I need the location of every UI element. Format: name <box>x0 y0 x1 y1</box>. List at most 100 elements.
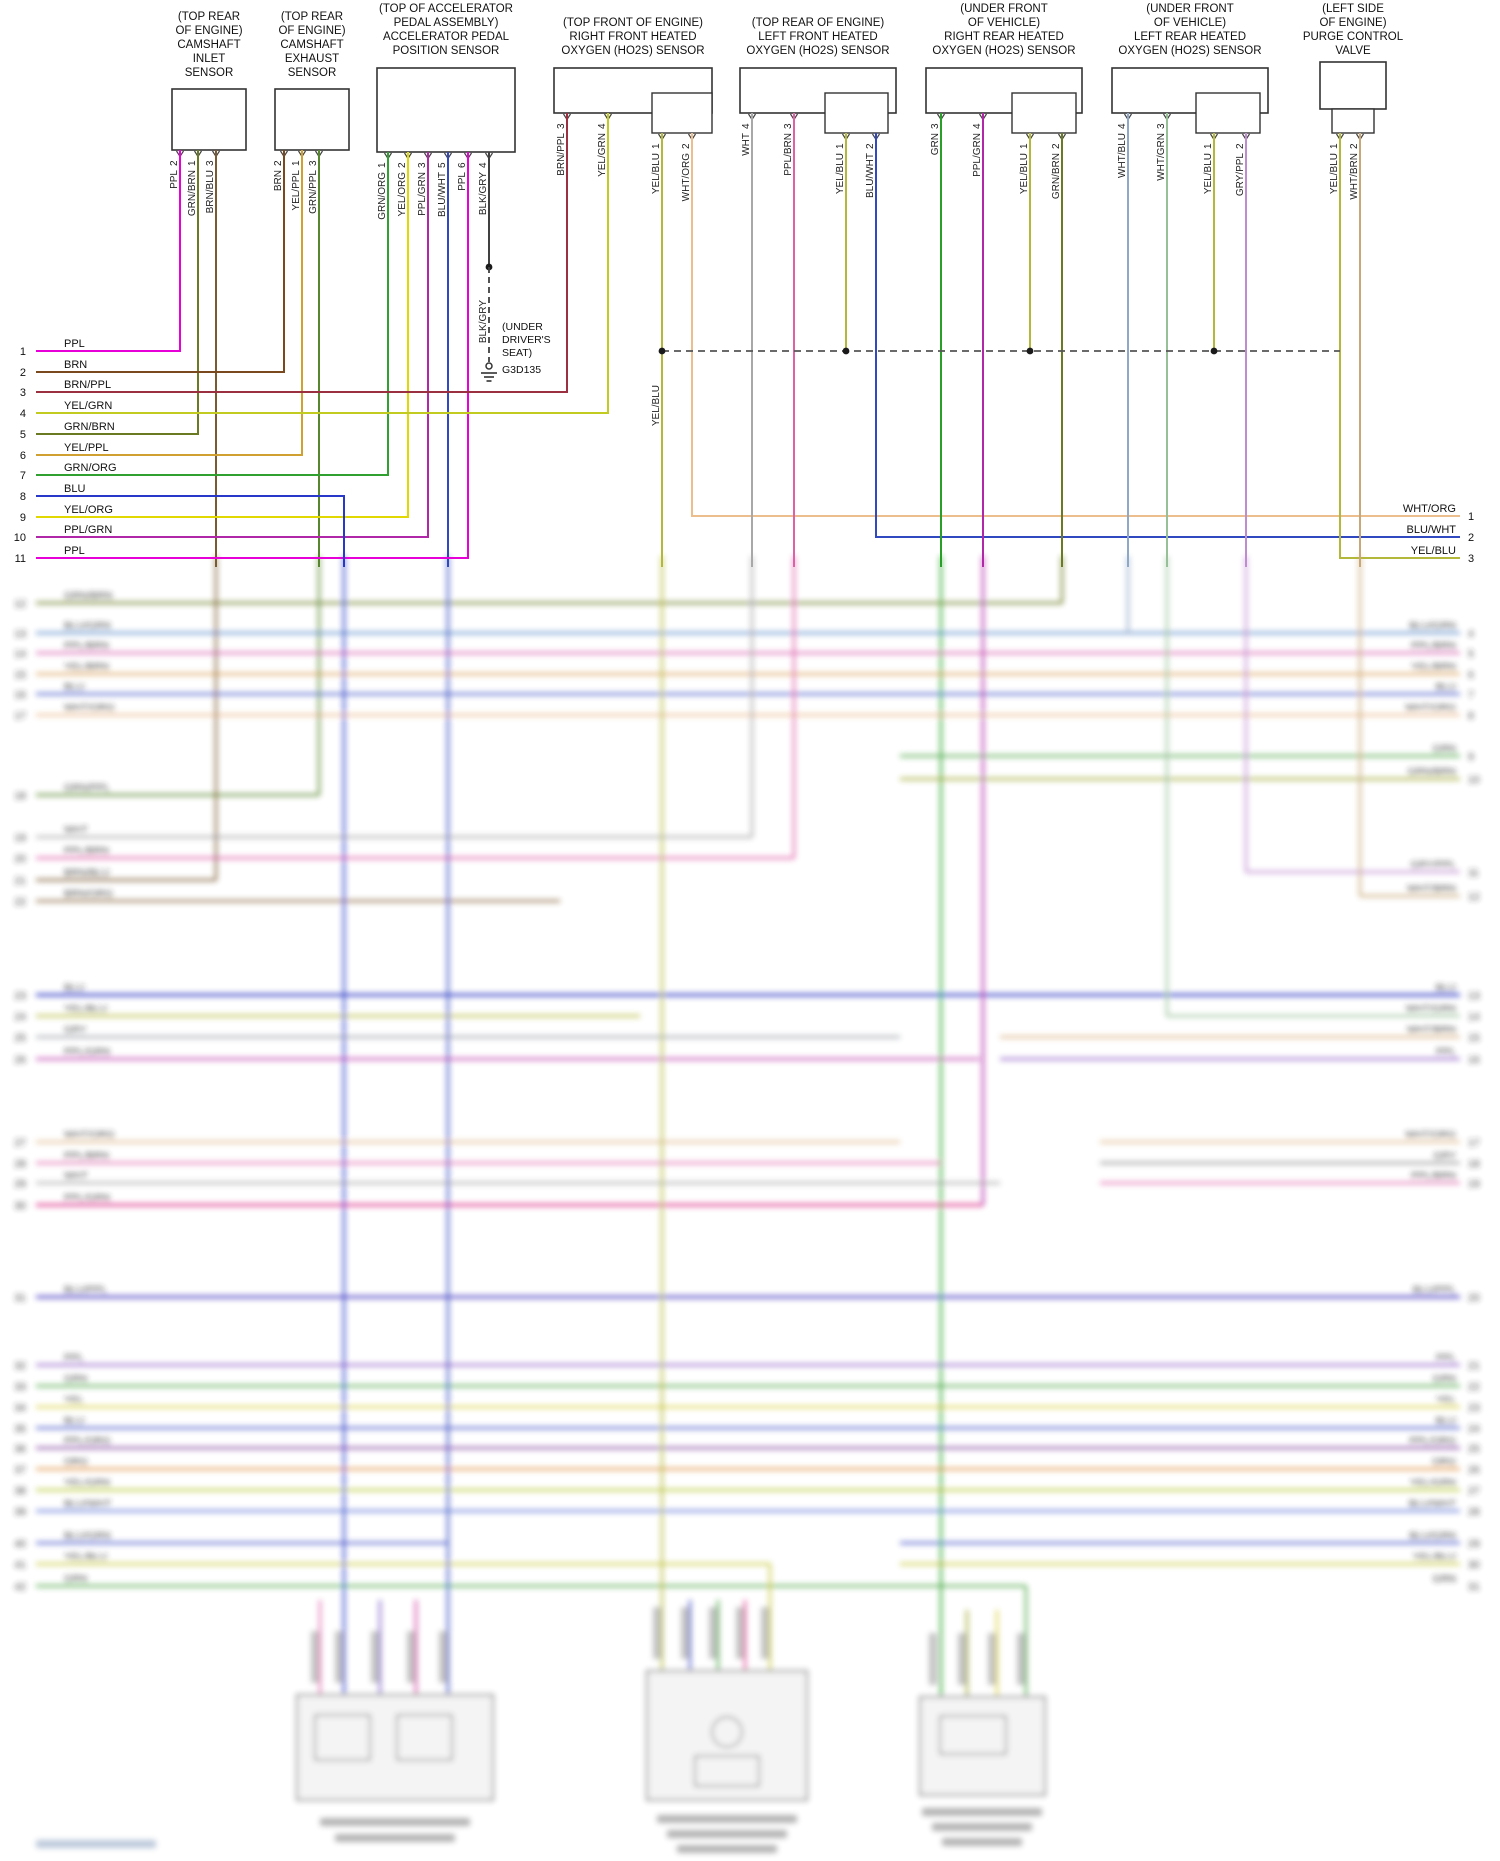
blur-connector <box>919 1696 1046 1796</box>
left-row-label: BRN <box>64 359 87 371</box>
svg-text:PPL/BRN: PPL/BRN <box>1411 1170 1456 1182</box>
left-row-label: GRN/ORG <box>64 462 117 474</box>
svg-text:WHT/ORG: WHT/ORG <box>64 702 115 714</box>
blurred-lower-region: GRN/BRN 12 BLU/GRN 13 PPL/BRN 14 YEL/BRN 15 BLU 1… <box>14 556 1480 1853</box>
svg-text:WHT/ORG: WHT/ORG <box>64 1129 115 1141</box>
component-left-rear-ho2s-sensor: (UNDER FRONT OF VEHICLE) LEFT REAR HEATED O… <box>1111 3 1269 196</box>
svg-text:WHT/BRN: WHT/BRN <box>1407 883 1456 895</box>
svg-text:14: 14 <box>1468 1011 1480 1023</box>
svg-text:11: 11 <box>1468 867 1479 879</box>
component-title-line: CAMSHAFT <box>280 39 343 51</box>
svg-text:ORG: ORG <box>1432 1456 1456 1468</box>
svg-text:13: 13 <box>14 628 26 640</box>
left-row-number: 3 <box>20 387 26 399</box>
ground-note-line: DRIVER'S <box>502 334 551 346</box>
pin-wire-color-label: PPL <box>169 170 180 189</box>
pin-wire-color-label: BRN/BLU <box>205 170 216 213</box>
svg-text:PPL/BRN: PPL/BRN <box>64 640 109 652</box>
left-row-number: 11 <box>15 553 26 565</box>
svg-text:19: 19 <box>14 832 26 844</box>
svg-text:15: 15 <box>14 669 26 681</box>
component-purge-control-valve: (LEFT SIDE OF ENGINE) PURGE CONTROL VALVE 1 Y… <box>1303 3 1404 200</box>
svg-text:PPL/BRN: PPL/BRN <box>64 845 109 857</box>
svg-text:PPL: PPL <box>64 1352 84 1364</box>
pin-wire-color-label: PPL/GRN <box>972 133 983 177</box>
component-title-line: (UNDER FRONT <box>1146 3 1234 15</box>
svg-text:24: 24 <box>1468 1423 1480 1435</box>
pin-wire-color-label: GRN/BRN <box>1051 153 1062 199</box>
pin-wire-color-label: YEL/PPL <box>291 170 302 211</box>
splice-junction-dot <box>1210 347 1218 355</box>
pin-wire-color-label: YEL/BLU <box>1203 153 1214 194</box>
svg-text:34: 34 <box>14 1402 26 1414</box>
svg-text:BLU/GRN: BLU/GRN <box>1409 620 1456 632</box>
blur-pin-label-smudge <box>1017 1633 1025 1685</box>
svg-text:YEL/BLU: YEL/BLU <box>1413 1551 1456 1563</box>
pin-wire-color-label: BRN/PPL <box>556 133 567 176</box>
component-title-line: (TOP REAR <box>178 11 240 23</box>
left-row-label: PPL <box>64 338 85 350</box>
component-title-line: VALVE <box>1335 45 1371 57</box>
svg-text:BLU/GRN: BLU/GRN <box>1409 1530 1456 1542</box>
svg-text:PPL/BRN: PPL/BRN <box>1411 640 1456 652</box>
pin-wire-color-label: YEL/BLU <box>835 153 846 194</box>
component-title-line: PURGE CONTROL <box>1303 31 1404 43</box>
left-row-label: BLU <box>64 483 85 495</box>
crisp-upper-region: (TOP REAR OF ENGINE) CAMSHAFT INLET SENSOR 2 P… <box>14 3 1474 567</box>
blur-connector <box>646 1670 808 1801</box>
svg-text:20: 20 <box>1468 1292 1480 1304</box>
connector-inner-outline <box>1331 108 1375 134</box>
connector-outline <box>553 67 713 114</box>
wire-yel-grn <box>36 113 609 414</box>
wire-grn-org <box>36 152 389 476</box>
blur-pin-label-smudge <box>929 1633 937 1685</box>
pin-number: 4 <box>1117 123 1128 129</box>
component-title-line: OF VEHICLE) <box>1154 17 1226 29</box>
pin-wire-color-label: GRN/PPL <box>308 170 319 214</box>
component-title-line: (TOP FRONT OF ENGINE) <box>563 17 703 29</box>
blur-pin-label-smudge <box>311 1631 319 1683</box>
svg-text:WHT/BRN: WHT/BRN <box>1407 1024 1456 1036</box>
svg-text:18: 18 <box>1468 1158 1480 1170</box>
wire-brn-ppl <box>36 113 568 393</box>
pin-number: 1 <box>1019 143 1030 149</box>
svg-text:PPL/GRN: PPL/GRN <box>64 1192 110 1204</box>
pin-number: 1 <box>1329 143 1340 149</box>
component-title-line: (LEFT SIDE <box>1322 3 1384 15</box>
svg-text:BLU: BLU <box>1436 1415 1456 1427</box>
component-accelerator-pedal-position-sensor: (TOP OF ACCELERATOR PEDAL ASSEMBLY) ACCELE… <box>376 3 516 220</box>
left-row-label: YEL/GRN <box>64 400 112 412</box>
component-title-line: LEFT FRONT HEATED <box>758 31 878 43</box>
wire-yel-ppl <box>36 150 303 456</box>
ground-note-line: (UNDER <box>502 321 543 333</box>
component-camshaft-exhaust-sensor: (TOP REAR OF ENGINE) CAMSHAFT EXHAUST SENSOR… <box>273 11 350 214</box>
wire-blu <box>36 495 345 567</box>
blur-pin-label-smudge <box>736 1607 744 1659</box>
wire-grn-brn <box>36 150 199 435</box>
component-title-line: SENSOR <box>185 67 234 79</box>
svg-text:17: 17 <box>14 710 26 722</box>
wire-yel-blu <box>1339 133 1460 559</box>
pin-wire-color-label: YEL/BLU <box>651 153 662 194</box>
left-row-label: PPL <box>64 545 85 557</box>
splice-junction-dot <box>658 347 666 355</box>
component-title-line: RIGHT FRONT HEATED <box>569 31 696 43</box>
wire-annotation: YEL/BLU <box>651 385 662 426</box>
component-title-line: (TOP REAR <box>281 11 343 23</box>
svg-text:GRY: GRY <box>64 1024 87 1036</box>
svg-text:9: 9 <box>1468 751 1474 763</box>
component-title-line: OXYGEN (HO2S) SENSOR <box>1118 45 1261 57</box>
svg-text:26: 26 <box>14 1054 26 1066</box>
svg-text:22: 22 <box>1468 1381 1480 1393</box>
pin-wire-color-label: YEL/ORG <box>397 172 408 217</box>
svg-text:BLU/PPL: BLU/PPL <box>64 1284 107 1296</box>
svg-text:25: 25 <box>1468 1443 1480 1455</box>
svg-text:PPL/BRN: PPL/BRN <box>64 1150 109 1162</box>
pin-number: 2 <box>397 162 408 168</box>
svg-text:WHT: WHT <box>64 1170 88 1182</box>
svg-text:PPL: PPL <box>1436 1046 1456 1058</box>
component-camshaft-inlet-sensor: (TOP REAR OF ENGINE) CAMSHAFT INLET SENSOR 2 P… <box>169 11 247 216</box>
component-title-line: POSITION SENSOR <box>393 45 500 57</box>
